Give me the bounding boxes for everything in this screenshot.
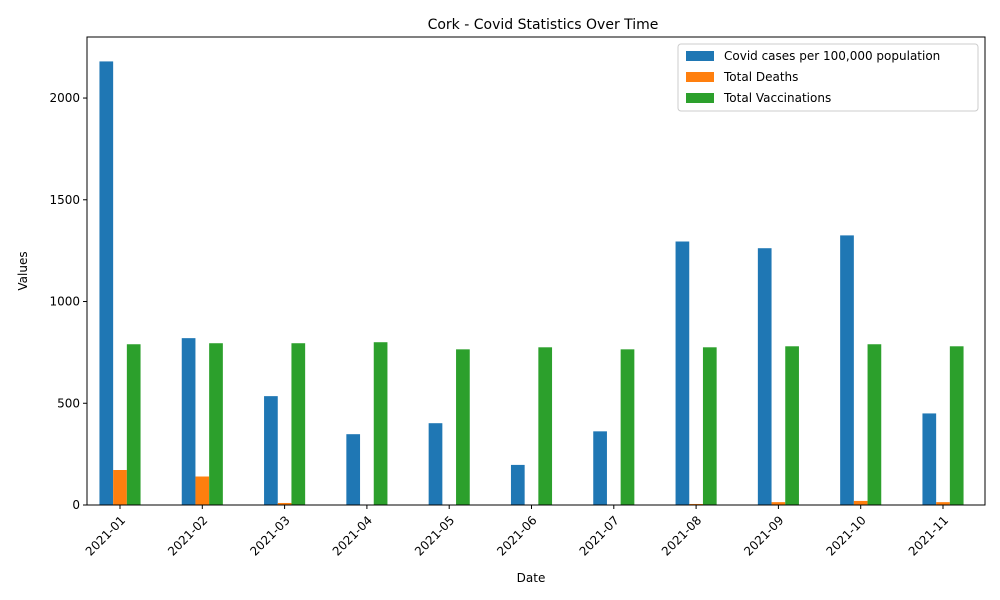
bar-vaccinations-2021-01 <box>126 344 141 505</box>
bar-vaccinations-2021-08 <box>702 347 717 505</box>
plot-frame <box>86 36 986 506</box>
bar-deaths-2021-10 <box>853 500 868 505</box>
x-tick-label: 2021-01 <box>83 513 128 558</box>
legend-label: Total Deaths <box>723 70 798 84</box>
bar-vaccinations-2021-03 <box>291 343 306 505</box>
chart-title: Cork - Covid Statistics Over Time <box>428 17 659 33</box>
bar-vaccinations-2021-11 <box>949 346 964 505</box>
bar-cases-2021-10 <box>840 235 854 505</box>
bar-cases-2021-06 <box>510 464 525 505</box>
y-tick-label: 2000 <box>49 91 80 105</box>
x-tick-label: 2021-06 <box>494 513 539 558</box>
bar-cases-2021-03 <box>264 396 278 505</box>
x-tick-label: 2021-07 <box>577 513 622 558</box>
legend-label: Total Vaccinations <box>723 91 831 105</box>
y-tick-label: 1000 <box>49 295 80 309</box>
bar-cases-2021-11 <box>922 413 937 505</box>
x-tick-label: 2021-05 <box>412 513 457 558</box>
bar-vaccinations-2021-02 <box>209 343 223 505</box>
bar-cases-2021-07 <box>593 431 607 505</box>
y-axis-label: Values <box>16 251 30 290</box>
legend-label: Covid cases per 100,000 population <box>724 49 940 63</box>
bar-deaths-2021-11 <box>936 502 950 505</box>
bar-vaccinations-2021-09 <box>785 346 799 505</box>
y-tick-label: 500 <box>57 396 80 410</box>
x-axis-label: Date <box>517 571 546 585</box>
bar-vaccinations-2021-06 <box>538 347 553 505</box>
x-tick-label: 2021-09 <box>741 513 786 558</box>
legend-swatch <box>686 51 714 61</box>
x-tick-label: 2021-04 <box>330 513 375 558</box>
bar-cases-2021-09 <box>757 248 772 505</box>
bar-cases-2021-01 <box>99 61 114 506</box>
bar-deaths-2021-01 <box>113 470 127 505</box>
x-tick-label: 2021-03 <box>247 513 292 558</box>
x-axis: 2021-01 2021-02 2021-03 2021-04 2021-05 2021-… <box>83 505 951 559</box>
bar-vaccinations-2021-04 <box>373 342 388 505</box>
x-tick-label: 2021-02 <box>165 513 210 558</box>
x-tick-label: 2021-08 <box>659 513 704 558</box>
y-tick-label: 1500 <box>49 193 80 207</box>
bar-cases-2021-04 <box>346 434 361 505</box>
legend: Covid cases per 100,000 population Total … <box>677 43 979 112</box>
bar-vaccinations-2021-05 <box>456 349 470 505</box>
y-axis: 0 500 1000 1500 2000 <box>49 91 87 512</box>
legend-swatch <box>686 72 714 82</box>
bar-deaths-2021-08 <box>689 503 703 505</box>
bar-cases-2021-08 <box>675 241 690 505</box>
bars-group <box>99 61 964 506</box>
legend-box <box>677 43 979 112</box>
bar-cases-2021-02 <box>181 338 196 505</box>
bar-vaccinations-2021-07 <box>620 349 635 505</box>
y-tick-label: 0 <box>72 498 80 512</box>
legend-swatch <box>686 93 714 103</box>
bar-vaccinations-2021-10 <box>867 344 882 505</box>
bar-deaths-2021-02 <box>195 476 210 505</box>
x-tick-label: 2021-11 <box>906 513 951 558</box>
bar-cases-2021-05 <box>428 423 443 505</box>
bar-deaths-2021-09 <box>771 502 786 505</box>
x-tick-label: 2021-10 <box>823 513 868 558</box>
bar-deaths-2021-03 <box>277 502 292 505</box>
